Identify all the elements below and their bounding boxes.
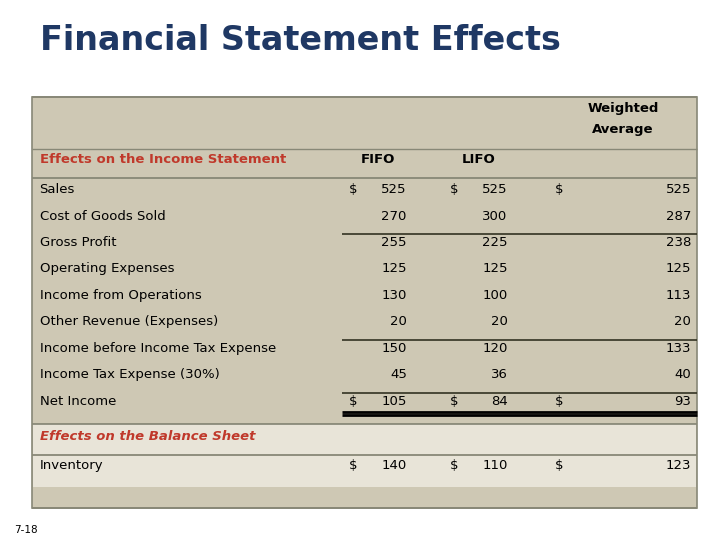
Text: LIFO: LIFO — [462, 153, 495, 166]
Text: 36: 36 — [491, 368, 508, 381]
Text: 105: 105 — [382, 395, 407, 408]
Text: 40: 40 — [675, 368, 691, 381]
Text: 255: 255 — [382, 236, 407, 249]
Text: 300: 300 — [482, 210, 508, 222]
Text: $: $ — [349, 395, 358, 408]
Text: 20: 20 — [675, 315, 691, 328]
Text: 7-18: 7-18 — [14, 524, 38, 535]
Text: Financial Statement Effects: Financial Statement Effects — [40, 24, 560, 57]
Text: Income before Income Tax Expense: Income before Income Tax Expense — [40, 342, 276, 355]
Text: Gross Profit: Gross Profit — [40, 236, 116, 249]
Text: 150: 150 — [382, 342, 407, 355]
Text: 113: 113 — [666, 289, 691, 302]
Text: $: $ — [554, 459, 563, 472]
Text: Effects on the Balance Sheet: Effects on the Balance Sheet — [40, 430, 255, 443]
Text: $: $ — [450, 395, 459, 408]
Bar — [33, 424, 696, 425]
Text: 84: 84 — [491, 395, 508, 408]
Text: Sales: Sales — [40, 183, 75, 196]
Text: $: $ — [554, 183, 563, 196]
Text: $: $ — [349, 459, 358, 472]
Text: Inventory: Inventory — [40, 459, 103, 472]
Text: $: $ — [450, 183, 459, 196]
Text: 93: 93 — [675, 395, 691, 408]
Text: Other Revenue (Expenses): Other Revenue (Expenses) — [40, 315, 218, 328]
Text: Weighted: Weighted — [587, 102, 659, 114]
Text: Income from Operations: Income from Operations — [40, 289, 202, 302]
Text: Income Tax Expense (30%): Income Tax Expense (30%) — [40, 368, 220, 381]
Text: Cost of Goods Sold: Cost of Goods Sold — [40, 210, 166, 222]
Text: 130: 130 — [382, 289, 407, 302]
Text: $: $ — [554, 395, 563, 408]
Text: 125: 125 — [482, 262, 508, 275]
Text: 120: 120 — [482, 342, 508, 355]
Text: 110: 110 — [482, 459, 508, 472]
Text: 123: 123 — [666, 459, 691, 472]
Text: Effects on the Income Statement: Effects on the Income Statement — [40, 153, 286, 166]
Text: 20: 20 — [491, 315, 508, 328]
Text: $: $ — [450, 459, 459, 472]
Text: Average: Average — [592, 123, 654, 136]
Text: 287: 287 — [666, 210, 691, 222]
Text: 525: 525 — [482, 183, 508, 196]
Text: 45: 45 — [390, 368, 407, 381]
Text: 125: 125 — [666, 262, 691, 275]
Text: $: $ — [349, 183, 358, 196]
Text: 133: 133 — [666, 342, 691, 355]
Text: Operating Expenses: Operating Expenses — [40, 262, 174, 275]
Text: 525: 525 — [666, 183, 691, 196]
Text: 100: 100 — [482, 289, 508, 302]
Text: 20: 20 — [390, 315, 407, 328]
Text: FIFO: FIFO — [361, 153, 395, 166]
Text: 125: 125 — [382, 262, 407, 275]
Text: 525: 525 — [382, 183, 407, 196]
Text: 238: 238 — [666, 236, 691, 249]
Text: 225: 225 — [482, 236, 508, 249]
Text: 140: 140 — [382, 459, 407, 472]
Text: Net Income: Net Income — [40, 395, 116, 408]
Text: 270: 270 — [382, 210, 407, 222]
